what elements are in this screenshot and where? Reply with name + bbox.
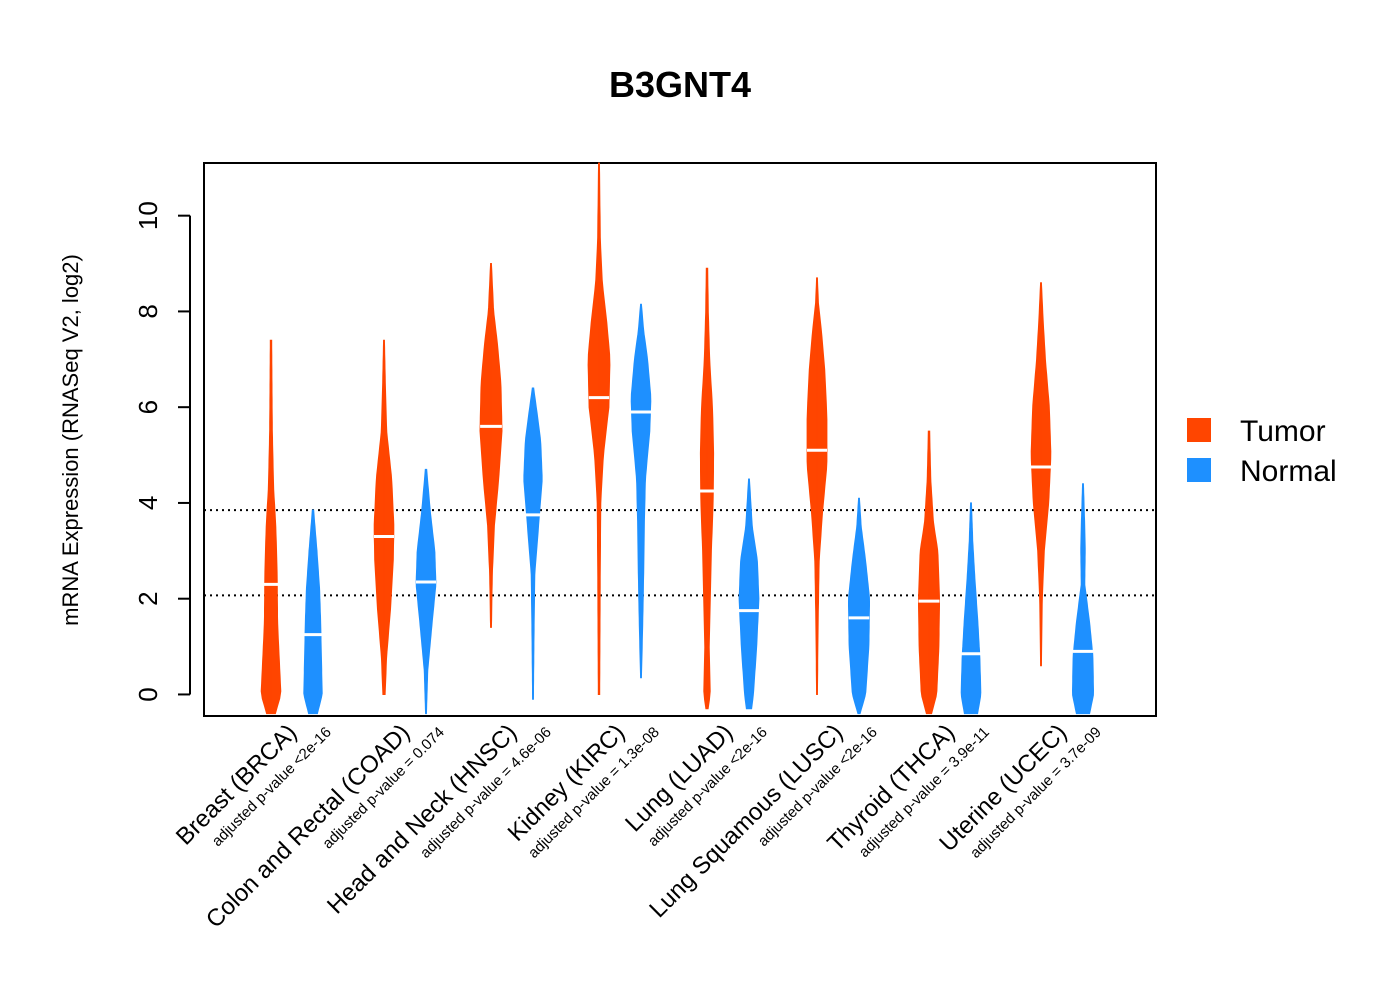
- y-axis-label: mRNA Expression (RNASeq V2, log2): [58, 254, 83, 626]
- y-tick-label-8: 8: [133, 304, 163, 318]
- legend: Tumor Normal: [1187, 415, 1337, 488]
- y-tick-label-0: 0: [133, 687, 163, 701]
- y-tick-label-10: 10: [133, 201, 163, 230]
- legend-label-tumor: Tumor: [1240, 415, 1326, 448]
- y-tick-label-4: 4: [133, 496, 163, 510]
- chart-title: B3GNT4: [609, 64, 751, 105]
- y-tick-label-6: 6: [133, 400, 163, 414]
- legend-swatch-tumor: [1187, 418, 1211, 442]
- y-tick-label-2: 2: [133, 591, 163, 605]
- legend-label-normal: Normal: [1240, 455, 1337, 488]
- legend-swatch-normal: [1187, 458, 1211, 482]
- plot-frame: [203, 162, 1157, 717]
